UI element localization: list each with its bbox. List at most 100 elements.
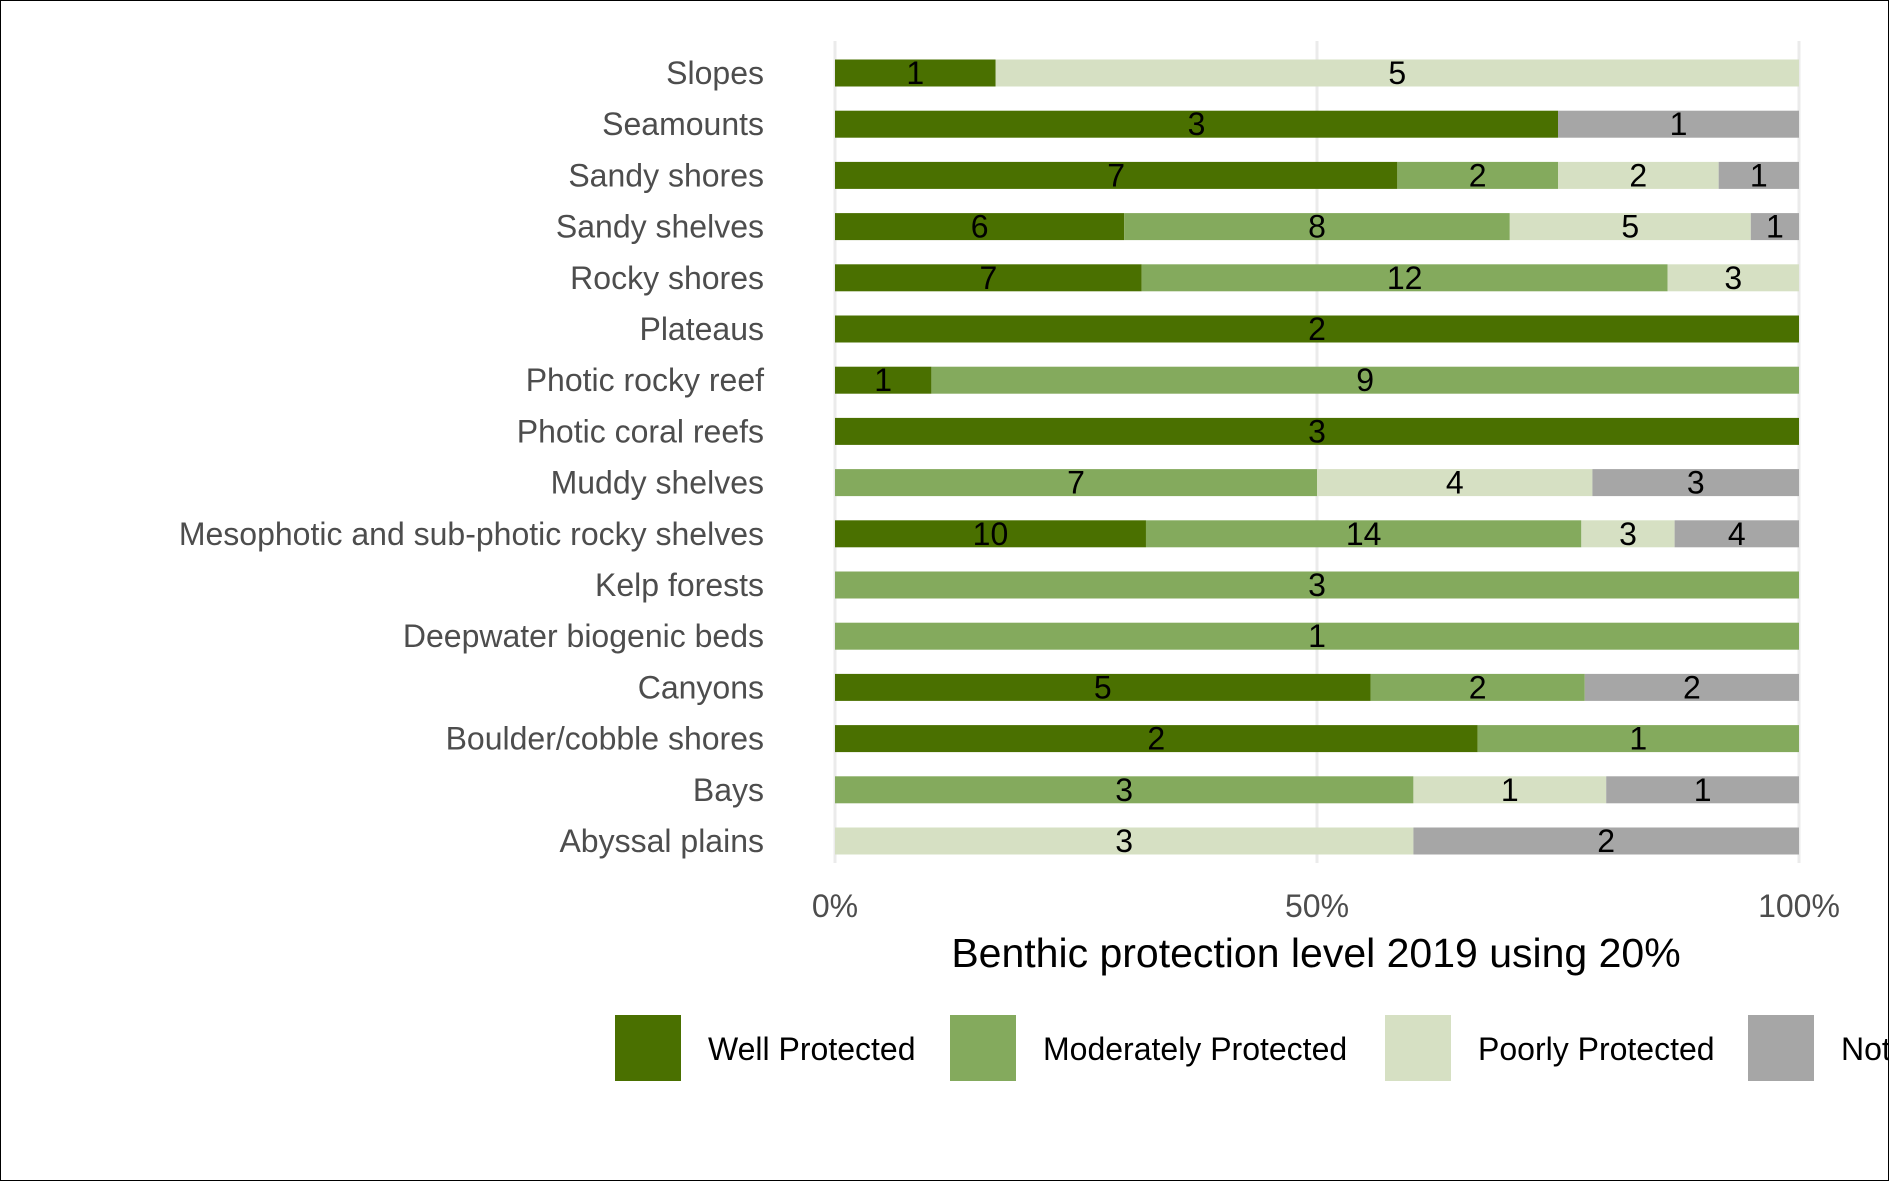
segment-value-label: 1 [906, 55, 924, 91]
category-label: Deepwater biogenic beds [403, 618, 764, 654]
category-label: Photic coral reefs [517, 413, 764, 449]
segment-value-label: 12 [1387, 260, 1423, 296]
bar-segment [835, 827, 1414, 855]
segment-value-label: 7 [1067, 465, 1085, 501]
segment-value-label: 2 [1683, 669, 1701, 705]
segment-value-label: 3 [1115, 823, 1133, 859]
segment-value-label: 6 [971, 209, 989, 245]
segment-value-label: 2 [1629, 157, 1647, 193]
category-label: Kelp forests [595, 567, 764, 603]
bar-segment [835, 110, 1558, 138]
segment-value-label: 7 [979, 260, 997, 296]
bars [835, 59, 1799, 855]
segment-value-label: 2 [1469, 669, 1487, 705]
category-label: Plateaus [639, 311, 764, 347]
segment-value-label: 3 [1724, 260, 1742, 296]
legend-label: Poorly Protected [1478, 1031, 1715, 1067]
bar-segment [1674, 520, 1799, 548]
segment-value-label: 4 [1446, 465, 1464, 501]
category-label: Slopes [666, 55, 764, 91]
bar-segment [1124, 213, 1510, 241]
segment-value-label: 3 [1115, 772, 1133, 808]
segment-value-label: 3 [1308, 413, 1326, 449]
segment-value-label: 2 [1308, 311, 1326, 347]
bar-segment [835, 520, 1146, 548]
bar-segment [1509, 213, 1751, 241]
bar-segment [835, 59, 996, 87]
legend: Well Protected Moderately Protected Poorly… [615, 1015, 1888, 1081]
bar-segment [835, 315, 1799, 343]
legend-key [950, 1015, 1016, 1081]
category-label: Mesophotic and sub-photic rocky shelves [179, 516, 764, 552]
segment-value-label: 3 [1619, 516, 1637, 552]
segment-value-label: 1 [1750, 157, 1768, 193]
bar-segment [835, 161, 1398, 189]
category-label: Abyssal plains [559, 823, 764, 859]
segment-value-label: 1 [1629, 721, 1647, 757]
bar-segment [1558, 110, 1799, 138]
category-labels: Slopes Seamounts Sandy shores Sandy shelves… [179, 55, 764, 859]
segment-value-label: 5 [1094, 669, 1112, 705]
bar-segment [835, 469, 1317, 497]
segment-value-label: 10 [973, 516, 1009, 552]
segment-value-label: 4 [1728, 516, 1746, 552]
bar-segment [835, 776, 1414, 804]
segment-value-label: 9 [1356, 362, 1374, 398]
x-tick-label: 0% [812, 888, 858, 924]
category-label: Boulder/cobble shores [446, 721, 764, 757]
bar-segment [835, 725, 1478, 753]
category-label: Photic rocky reef [526, 362, 764, 398]
legend-label: Moderately Protected [1043, 1031, 1347, 1067]
segment-value-label: 14 [1346, 516, 1382, 552]
bar-segment [1397, 161, 1558, 189]
bar-segment [1606, 776, 1799, 804]
bar-segment [835, 366, 932, 394]
bar-segment [1718, 161, 1799, 189]
legend-key [1385, 1015, 1451, 1081]
bar-segment [1141, 264, 1668, 292]
bar-segment [1584, 673, 1799, 701]
segment-value-label: 1 [1501, 772, 1519, 808]
segment-value-label: 1 [1694, 772, 1712, 808]
segment-value-label: 3 [1687, 465, 1705, 501]
x-tick-label: 50% [1285, 888, 1349, 924]
segment-value-label: 1 [1766, 209, 1784, 245]
bar-segment [1477, 725, 1799, 753]
bar-segment [1581, 520, 1675, 548]
bar-segment [1317, 469, 1593, 497]
bar-segment [835, 417, 1799, 445]
segment-value-label: 2 [1469, 157, 1487, 193]
x-tick-label: 100% [1758, 888, 1840, 924]
category-label: Sandy shelves [556, 209, 764, 245]
category-label: Muddy shelves [551, 465, 764, 501]
bar-segment [1145, 520, 1582, 548]
bar-segment [1413, 776, 1607, 804]
segment-value-label: 1 [874, 362, 892, 398]
category-label: Rocky shores [570, 260, 764, 296]
segment-value-label: 8 [1308, 209, 1326, 245]
legend-label: Not Protected [1841, 1031, 1888, 1067]
segment-value-label: 5 [1621, 209, 1639, 245]
bar-segment [835, 622, 1799, 650]
bar-segment [1413, 827, 1799, 855]
bar-segment [835, 571, 1799, 599]
legend-label: Well Protected [708, 1031, 916, 1067]
bar-segment [835, 673, 1371, 701]
segment-value-label: 7 [1107, 157, 1125, 193]
segment-value-label: 1 [1308, 618, 1326, 654]
segment-value-label: 5 [1388, 55, 1406, 91]
bar-segment [1558, 161, 1719, 189]
bar-segment [1592, 469, 1799, 497]
category-label: Bays [693, 772, 764, 808]
bar-segment [1370, 673, 1585, 701]
bar-segment [1667, 264, 1799, 292]
bar-segment [995, 59, 1799, 87]
bar-segment [835, 264, 1142, 292]
segment-value-label: 3 [1308, 567, 1326, 603]
segment-value-label: 2 [1597, 823, 1615, 859]
segment-value-label: 1 [1670, 106, 1688, 142]
legend-key [615, 1015, 681, 1081]
